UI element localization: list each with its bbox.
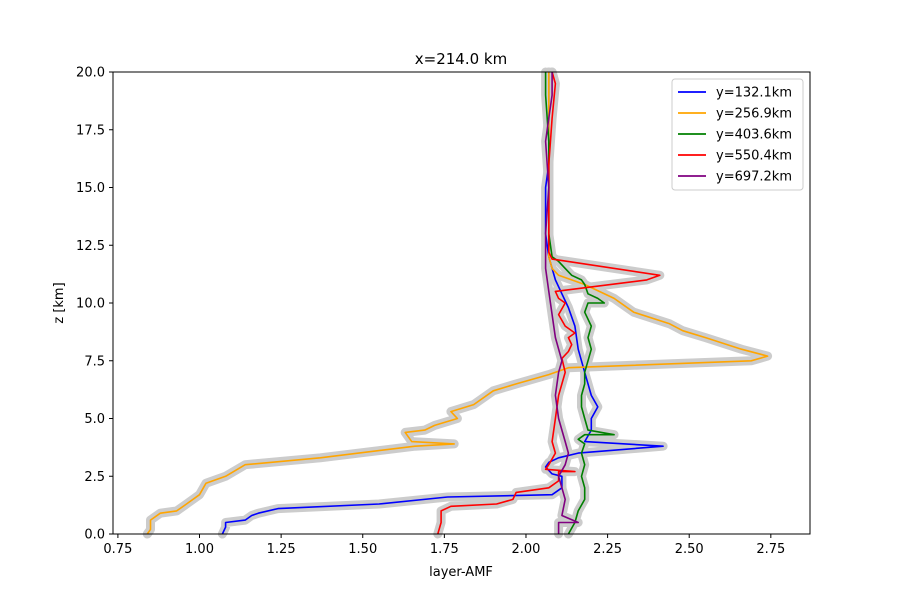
legend-label: y=256.9km [716, 107, 792, 122]
x-tick-label: 2.50 [675, 542, 704, 557]
y-tick-label: 5.0 [84, 412, 105, 427]
chart-title: x=214.0 km [415, 50, 507, 68]
y-tick-label: 17.5 [76, 123, 105, 138]
x-tick-label: 1.00 [185, 542, 214, 557]
x-axis-label: layer-AMF [429, 565, 493, 580]
y-tick-label: 7.5 [84, 354, 105, 369]
y-tick-label: 0.0 [84, 528, 105, 543]
x-tick-label: 1.50 [348, 542, 377, 557]
legend-label: y=697.2km [716, 170, 792, 185]
legend-label: y=550.4km [716, 149, 792, 164]
legend-box [671, 78, 804, 191]
x-tick-label: 2.75 [756, 542, 785, 557]
series-line [544, 72, 615, 535]
y-tick-label: 2.5 [84, 470, 105, 485]
y-tick-label: 12.5 [76, 239, 105, 254]
x-tick-label: 0.75 [103, 542, 132, 557]
y-axis-label: z [km] [52, 282, 67, 323]
legend: y=132.1km y=256.9km y=403.6km y=550.4km y=69… [671, 78, 804, 191]
y-tick-label: 15.0 [76, 181, 105, 196]
legend-label: y=403.6km [716, 128, 792, 143]
x-tick-label: 1.25 [267, 542, 296, 557]
series-line [544, 72, 580, 534]
legend-label: y=132.1km [716, 86, 792, 101]
series-lines [146, 71, 769, 535]
y-axis: 0.0 2.5 5.0 7.5 10.0 12.5 15.0 17.5 20.0 [76, 66, 113, 543]
series-line [146, 72, 769, 535]
x-tick-label: 2.25 [593, 542, 622, 557]
x-tick-label: 2.00 [512, 542, 541, 557]
x-tick-label: 1.75 [430, 542, 459, 557]
y-tick-label: 10.0 [76, 297, 105, 312]
x-axis: 0.75 1.00 1.25 1.50 1.75 2.00 2.25 2.50 2.75 [103, 534, 785, 557]
y-tick-label: 20.0 [76, 66, 105, 81]
